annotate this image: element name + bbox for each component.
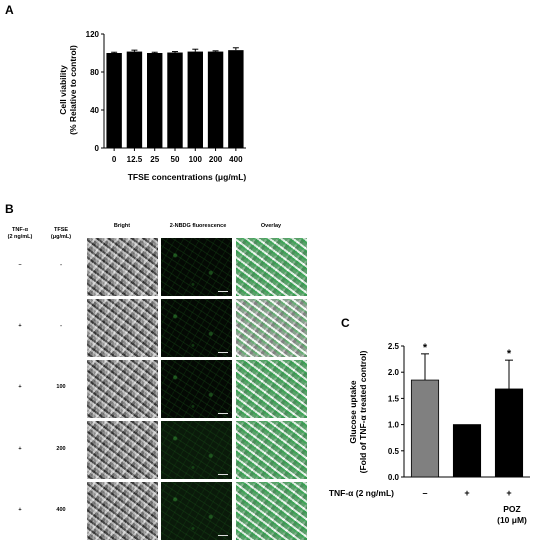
image-overlay-row-2 (236, 299, 307, 357)
chart-a-bar (167, 52, 183, 148)
col-header-bright: Bright (113, 223, 131, 229)
row-3-tnf: + (18, 384, 22, 390)
col-header-overlay: Overlay (260, 223, 282, 229)
tfse-header-line2: (μg/mL) (50, 234, 72, 240)
row-3-tfse: 100 (56, 384, 66, 390)
chart-a-bar (228, 50, 244, 148)
image-fluorescence-row-4 (161, 421, 232, 479)
chart-a-y-tick-label: 80 (90, 68, 99, 77)
panel-label-c: C (341, 316, 350, 330)
chart-a-bar (187, 51, 203, 149)
chart-a-bar (147, 53, 163, 148)
row-2-tnf: + (18, 323, 22, 329)
scale-bar (218, 413, 228, 414)
panel-label-b: B (5, 202, 14, 216)
chart-a-ylabel-line1: Cell viability (58, 65, 68, 115)
tnf-header-line2: (2 ng/mL) (7, 234, 33, 240)
row-4-tnf: + (18, 446, 22, 452)
tfse-header: TFSE (μg/mL) (46, 227, 76, 241)
image-overlay-row-5 (236, 482, 307, 540)
image-bright-row-1 (87, 238, 158, 296)
col-header-fluorescence: 2-NBDG fluorescence (169, 223, 227, 229)
image-bright-row-4 (87, 421, 158, 479)
chart-a-ylabel-line2: (% Relative to control) (68, 45, 78, 135)
image-fluorescence-row-1 (161, 238, 232, 296)
chart-a-x-tick-label: 0 (112, 155, 117, 164)
image-overlay-row-3 (236, 360, 307, 418)
image-bright-row-2 (87, 299, 158, 357)
image-fluorescence-row-3 (161, 360, 232, 418)
row-1-tfse: - (60, 262, 62, 268)
scale-bar (218, 474, 228, 475)
tnf-header-line1: TNF-α (12, 227, 28, 233)
chart-a-y-tick-label: 0 (95, 144, 100, 153)
panel-label-a: A (5, 3, 14, 17)
tnf-header: TNF-α (2 ng/mL) (6, 227, 34, 241)
image-overlay-row-1 (236, 238, 307, 296)
image-fluorescence-row-5 (161, 482, 232, 540)
row-5-tfse: 400 (56, 507, 66, 513)
chart-a-x-tick-label: 100 (189, 155, 203, 164)
row-2-tfse: - (60, 323, 62, 329)
chart-a-x-tick-label: 12.5 (127, 155, 143, 164)
image-fluorescence-row-2 (161, 299, 232, 357)
image-bright-row-3 (87, 360, 158, 418)
row-4-tfse: 200 (56, 446, 66, 452)
row-5-tnf: + (18, 507, 22, 513)
chart-a-bar (106, 53, 122, 148)
scale-bar (218, 535, 228, 536)
chart-a-x-tick-label: 400 (229, 155, 243, 164)
chart-a-y-tick-label: 40 (90, 106, 99, 115)
scale-bar (218, 291, 228, 292)
row-1-tnf: – (18, 262, 22, 268)
chart-a-x-tick-label: 25 (150, 155, 159, 164)
chart-a-bar (207, 51, 224, 149)
tfse-header-line1: TFSE (53, 227, 69, 233)
image-bright-row-5 (87, 482, 158, 540)
image-overlay-row-4 (236, 421, 307, 479)
chart-a-bar (126, 51, 143, 149)
chart-a-y-tick-label: 120 (86, 30, 100, 39)
chart-a-x-tick-label: 50 (171, 155, 180, 164)
chart-a-xlabel: TFSE concentrations (μg/mL) (128, 172, 247, 182)
chart-a-x-tick-label: 200 (209, 155, 223, 164)
scale-bar (218, 352, 228, 353)
